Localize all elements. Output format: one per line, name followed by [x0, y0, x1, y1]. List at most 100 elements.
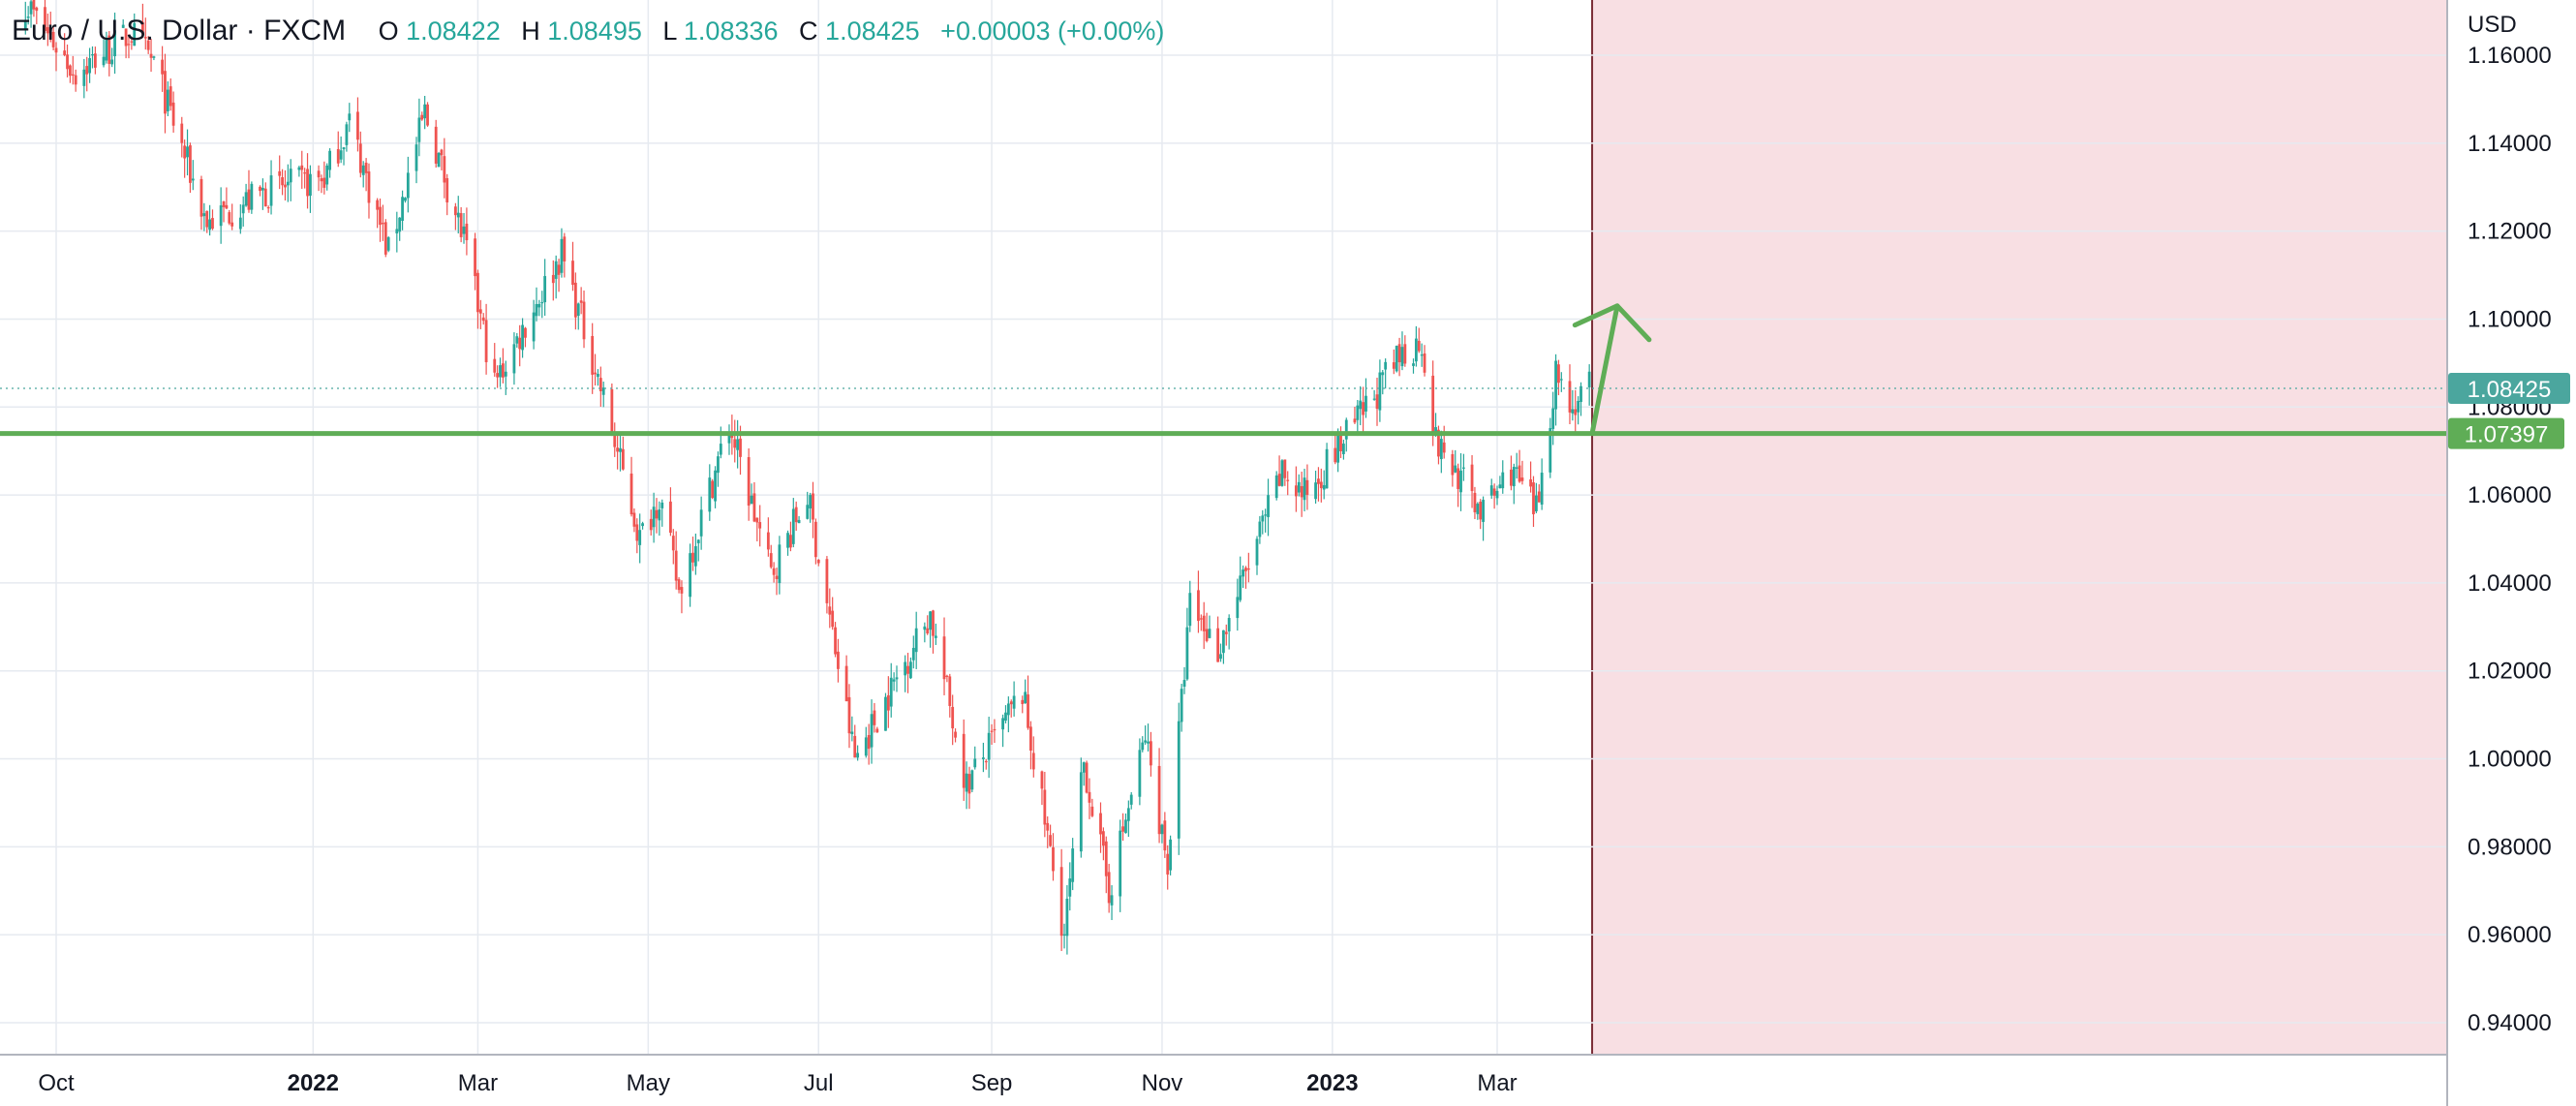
- candle[interactable]: [778, 536, 782, 595]
- candle[interactable]: [222, 200, 226, 223]
- candle[interactable]: [1479, 499, 1483, 530]
- candle[interactable]: [524, 326, 527, 348]
- candle[interactable]: [1549, 417, 1552, 478]
- candle[interactable]: [456, 196, 460, 234]
- candle[interactable]: [660, 499, 664, 527]
- candle[interactable]: [906, 653, 909, 693]
- candle[interactable]: [269, 160, 273, 215]
- candle[interactable]: [1246, 552, 1250, 583]
- candle[interactable]: [521, 318, 524, 358]
- candle[interactable]: [1325, 443, 1329, 489]
- candle[interactable]: [752, 481, 756, 523]
- candle[interactable]: [1224, 624, 1228, 646]
- candle[interactable]: [1052, 833, 1055, 881]
- candle[interactable]: [847, 684, 851, 749]
- candle[interactable]: [1221, 630, 1225, 664]
- candle[interactable]: [962, 719, 966, 801]
- candle[interactable]: [26, 6, 30, 25]
- candle[interactable]: [328, 148, 332, 178]
- candle[interactable]: [484, 303, 488, 375]
- candle[interactable]: [379, 199, 382, 242]
- candle[interactable]: [71, 55, 75, 85]
- candle[interactable]: [358, 131, 362, 178]
- candle[interactable]: [750, 483, 753, 505]
- candle[interactable]: [361, 161, 365, 188]
- candle[interactable]: [476, 269, 479, 329]
- candle[interactable]: [1199, 614, 1203, 631]
- candle[interactable]: [591, 323, 595, 394]
- candle[interactable]: [437, 151, 441, 168]
- candle[interactable]: [1031, 736, 1035, 778]
- candle[interactable]: [1420, 343, 1424, 367]
- candle[interactable]: [984, 758, 988, 770]
- candle[interactable]: [554, 255, 558, 299]
- candle[interactable]: [1236, 578, 1240, 631]
- candle[interactable]: [1021, 695, 1025, 714]
- candle[interactable]: [356, 97, 359, 152]
- candle[interactable]: [1518, 449, 1521, 483]
- candle[interactable]: [1121, 813, 1124, 842]
- candle[interactable]: [895, 665, 899, 692]
- candle[interactable]: [66, 44, 69, 77]
- candle[interactable]: [619, 431, 622, 472]
- candle[interactable]: [74, 69, 77, 92]
- candle[interactable]: [1001, 714, 1004, 748]
- candle[interactable]: [266, 205, 270, 213]
- candle[interactable]: [1423, 345, 1426, 377]
- candle[interactable]: [1577, 396, 1580, 425]
- candle[interactable]: [1027, 675, 1029, 730]
- candle[interactable]: [1082, 761, 1086, 786]
- candle[interactable]: [443, 138, 446, 199]
- candle[interactable]: [48, 12, 52, 43]
- candle[interactable]: [1470, 454, 1474, 508]
- candle[interactable]: [169, 77, 172, 111]
- candle[interactable]: [853, 724, 857, 758]
- candle[interactable]: [289, 159, 292, 201]
- candle[interactable]: [563, 232, 567, 278]
- candle[interactable]: [1099, 802, 1102, 853]
- candle[interactable]: [102, 39, 106, 68]
- candle[interactable]: [1384, 358, 1388, 389]
- candle[interactable]: [140, 3, 144, 35]
- candle[interactable]: [1417, 327, 1421, 353]
- candle[interactable]: [1520, 460, 1524, 485]
- candle[interactable]: [1043, 771, 1047, 838]
- candle[interactable]: [306, 153, 309, 209]
- candle[interactable]: [1274, 471, 1278, 501]
- candle[interactable]: [775, 568, 779, 596]
- candle[interactable]: [386, 235, 390, 253]
- candle[interactable]: [166, 81, 169, 116]
- candle[interactable]: [1414, 325, 1418, 367]
- candle[interactable]: [247, 169, 251, 213]
- time-axis[interactable]: Oct 2022 Mar May Jul Sep Nov 2023 Mar: [38, 1070, 1517, 1096]
- candle[interactable]: [1532, 476, 1535, 527]
- candle[interactable]: [652, 492, 656, 543]
- candle[interactable]: [35, 6, 39, 25]
- candle[interactable]: [965, 761, 968, 810]
- candle[interactable]: [404, 197, 407, 203]
- candle[interactable]: [1264, 508, 1268, 533]
- candle[interactable]: [537, 299, 541, 317]
- candle[interactable]: [828, 588, 832, 629]
- candle[interactable]: [850, 716, 854, 742]
- candle[interactable]: [806, 491, 810, 520]
- candle[interactable]: [263, 182, 267, 207]
- candle[interactable]: [44, 0, 46, 34]
- candles[interactable]: [23, 0, 1591, 955]
- candle[interactable]: [1004, 705, 1007, 723]
- candle[interactable]: [809, 492, 813, 523]
- candle[interactable]: [1239, 556, 1242, 602]
- candle[interactable]: [1454, 449, 1457, 474]
- candle[interactable]: [504, 360, 507, 395]
- candle[interactable]: [219, 187, 223, 244]
- candle[interactable]: [573, 272, 577, 330]
- candle[interactable]: [93, 46, 97, 75]
- candle[interactable]: [420, 111, 424, 121]
- candle[interactable]: [238, 203, 242, 234]
- candle[interactable]: [54, 42, 58, 72]
- candle[interactable]: [1495, 485, 1499, 506]
- candle[interactable]: [1392, 349, 1395, 375]
- candle[interactable]: [1006, 696, 1010, 733]
- candle[interactable]: [1012, 681, 1016, 717]
- candle[interactable]: [1141, 736, 1145, 753]
